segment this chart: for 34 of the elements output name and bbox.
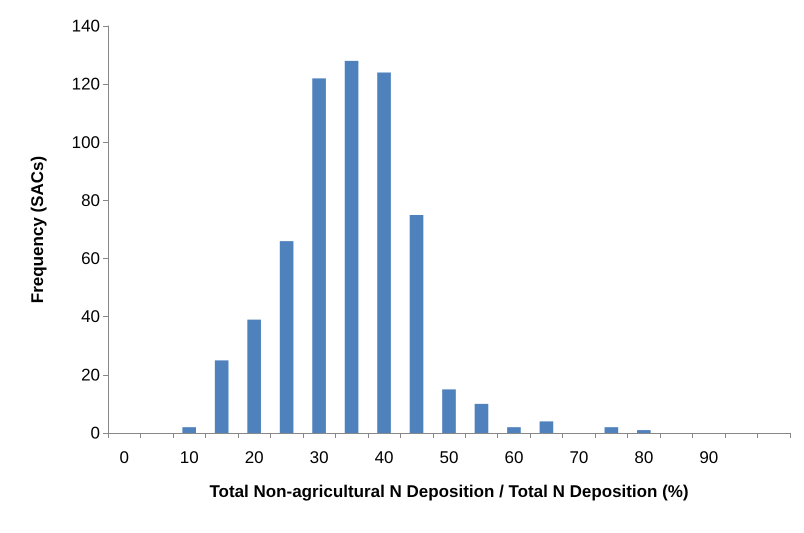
x-tick-label: 90 — [699, 448, 718, 467]
y-axis-title: Frequency (SACs) — [28, 156, 47, 304]
y-tick-label: 20 — [81, 365, 100, 384]
bar — [247, 320, 261, 433]
bar — [182, 427, 196, 433]
bar — [344, 60, 358, 433]
bar — [507, 427, 521, 433]
y-tick-label: 140 — [72, 16, 100, 36]
x-tick-label: 70 — [569, 448, 588, 467]
bar — [312, 78, 326, 433]
y-tick-label: 40 — [81, 307, 100, 326]
y-tick-label: 0 — [90, 424, 100, 442]
bar — [377, 72, 391, 433]
bar — [214, 360, 228, 433]
x-tick-label: 80 — [634, 448, 654, 467]
y-tick-label: 120 — [72, 74, 100, 94]
bar — [604, 427, 618, 433]
bar — [540, 421, 554, 433]
y-tick-label: 80 — [81, 190, 100, 210]
x-tick-label: 60 — [504, 448, 524, 467]
bar — [442, 389, 456, 433]
y-tick-label: 60 — [81, 249, 100, 268]
x-axis-title: Total Non-agricultural N Deposition / Total N Deposition (%) — [209, 482, 689, 501]
x-tick-label: 50 — [440, 448, 458, 467]
bar — [637, 430, 651, 433]
x-tick-label: 30 — [310, 448, 329, 467]
bar — [280, 241, 294, 433]
x-tick-label: 40 — [374, 448, 394, 467]
x-tick-label: 0 — [120, 448, 129, 467]
x-tick-label: 20 — [244, 448, 264, 467]
y-tick-label: 100 — [72, 132, 100, 152]
x-tick-label: 10 — [180, 448, 199, 467]
bar — [410, 214, 424, 433]
bar — [474, 404, 488, 433]
